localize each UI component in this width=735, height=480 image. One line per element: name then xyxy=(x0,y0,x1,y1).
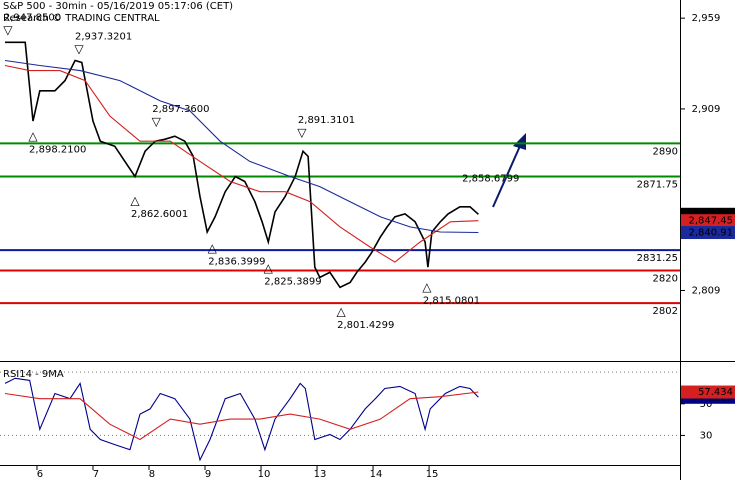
annotation-label: 2,891.3101 xyxy=(298,115,355,126)
annotation-label: 2,862.6001 xyxy=(131,209,188,220)
annotation-marker: △ xyxy=(337,305,347,319)
x-tick-label: 14 xyxy=(370,469,383,480)
chart-subtitle: Research © TRADING CENTRAL xyxy=(3,13,160,24)
last-value-tag xyxy=(681,214,735,228)
level-label: 2890 xyxy=(653,146,678,157)
series-line xyxy=(4,59,479,234)
y-tick-label: 30 xyxy=(700,430,713,441)
x-tick-label: 8 xyxy=(149,469,155,480)
y-tick-label: 2,809 xyxy=(692,285,721,296)
x-tick-label: 15 xyxy=(426,469,439,480)
series-line xyxy=(4,391,479,441)
annotation-label: 2,836.3999 xyxy=(208,257,265,268)
annotation-label: 2,815.0801 xyxy=(423,295,480,306)
series-line xyxy=(4,64,479,263)
annotation-label: 2,825.3899 xyxy=(264,277,321,288)
level-label: 2802 xyxy=(653,306,678,317)
annotation-label: 2,898.2100 xyxy=(29,145,86,156)
last-value-tag xyxy=(681,226,735,240)
x-tick-label: 9 xyxy=(205,469,211,480)
last-value-label: 2,847.45 xyxy=(688,216,733,227)
last-value-label: 2,840.91 xyxy=(688,228,733,239)
annotation-marker: ▽ xyxy=(152,115,162,129)
chart-title: S&P 500 - 30min - 05/16/2019 05:17:06 (C… xyxy=(3,1,233,12)
annotation-label: 2,801.4299 xyxy=(337,320,394,331)
rsi-title: RSI14 - 9MA xyxy=(3,369,64,380)
y-tick-label: 2,909 xyxy=(692,104,721,115)
level-label: 2831.25 xyxy=(637,253,678,264)
last-value-tag xyxy=(681,385,735,399)
annotation-marker: ▽ xyxy=(3,23,13,37)
annotation-marker: △ xyxy=(130,194,140,208)
annotation-label: 2,947.8500 xyxy=(4,12,61,23)
annotation-marker: △ xyxy=(422,280,432,294)
series-line xyxy=(5,41,479,289)
last-value-label: 57.434 xyxy=(698,387,733,398)
x-tick-label: 7 xyxy=(93,469,99,480)
x-tick-label: 6 xyxy=(37,469,43,480)
annotation-marker: ▽ xyxy=(74,42,84,56)
y-tick-label: 50 xyxy=(700,399,713,410)
level-label: 2871.75 xyxy=(637,180,678,191)
annotation-marker: ▽ xyxy=(297,126,307,140)
annotation-label: 2,858.6799 xyxy=(462,173,519,184)
annotation-marker: △ xyxy=(264,261,274,275)
y-tick-label: 2,959 xyxy=(692,13,721,24)
annotation-marker: △ xyxy=(28,129,38,143)
annotation-marker: △ xyxy=(208,241,218,255)
annotation-label: 2,937.3201 xyxy=(75,32,132,43)
level-label: 2820 xyxy=(653,273,678,284)
annotation-label: 2,897.3600 xyxy=(152,104,209,115)
x-tick-label: 13 xyxy=(314,469,327,480)
x-tick-label: 10 xyxy=(258,469,271,480)
